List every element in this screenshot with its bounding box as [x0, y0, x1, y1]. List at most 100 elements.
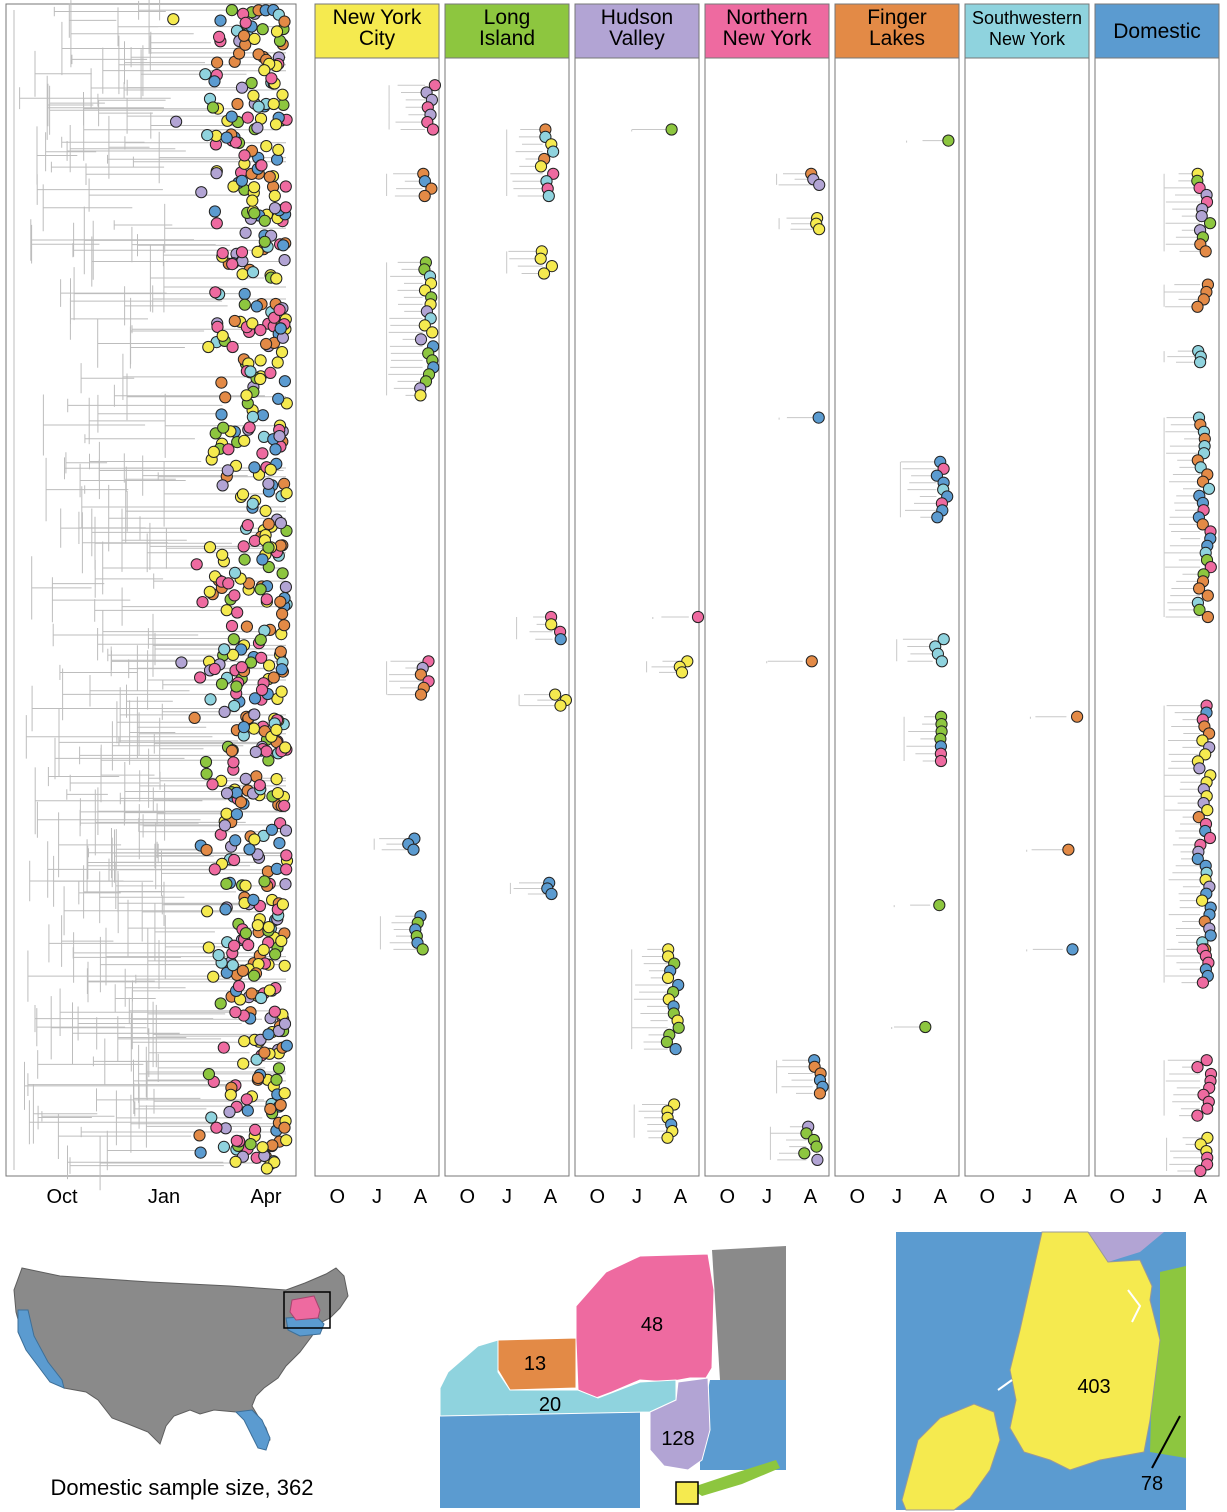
- tree-tip: [238, 298, 251, 311]
- tree-tip: [240, 620, 253, 633]
- x-tick-label: O: [720, 1186, 736, 1208]
- tree-tip: [238, 553, 251, 566]
- tree-tip: [276, 607, 289, 621]
- cluster-branches: [386, 261, 423, 396]
- tree-tip: [263, 170, 276, 183]
- cluster-branches: [1163, 173, 1201, 252]
- nyc-focus-box: [675, 1481, 699, 1505]
- cluster-branches: [509, 882, 547, 895]
- region-panel-body: [314, 57, 440, 1177]
- cluster-branches: [1163, 948, 1201, 984]
- region-panel-header: [1094, 3, 1220, 59]
- region-tip: [542, 189, 555, 203]
- cluster-branches: [893, 904, 931, 908]
- region-tip: [426, 326, 439, 339]
- cluster-branches: [1163, 1059, 1201, 1117]
- tree-tip: [237, 29, 251, 42]
- region-tip: [1204, 217, 1217, 230]
- tree-tip: [218, 705, 231, 719]
- cluster-branches: [906, 140, 943, 143]
- region-tip: [934, 754, 948, 768]
- tree-tip: [280, 863, 293, 876]
- cluster-branches: [652, 616, 689, 619]
- x-tick-label: O: [980, 1186, 996, 1208]
- tree-tip: [216, 247, 229, 260]
- tree-tip: [206, 778, 219, 791]
- tree-tip: [170, 115, 183, 128]
- region-tip: [1204, 561, 1217, 574]
- tree-tip: [234, 796, 248, 809]
- region-tip: [1199, 748, 1212, 761]
- tree-tip: [238, 434, 251, 447]
- x-tick-label: O: [1110, 1186, 1126, 1208]
- main-tree-branches: [13, 0, 286, 1191]
- tree-tip: [235, 246, 249, 259]
- region-tip: [1071, 710, 1084, 723]
- region-panel-title: New York: [723, 27, 812, 50]
- x-tick-label: O: [850, 1186, 866, 1208]
- cluster-branches: [1163, 350, 1201, 363]
- region-tip: [1191, 1109, 1204, 1122]
- tree-tip: [228, 566, 242, 580]
- tree-tip: [238, 149, 251, 162]
- tree-tip: [268, 202, 282, 215]
- tree-tip: [167, 13, 180, 26]
- region-panel-header: [704, 3, 830, 59]
- region-tip: [1196, 518, 1209, 531]
- tree-tip: [256, 447, 269, 460]
- tree-tip: [241, 111, 254, 124]
- tree-tip: [213, 30, 226, 44]
- tree-tip: [260, 593, 273, 606]
- region-panel-title: New York: [989, 29, 1066, 49]
- tree-tip: [230, 808, 243, 821]
- tree-tip: [220, 787, 234, 800]
- x-tick-label: A: [414, 1186, 428, 1208]
- tree-tip: [190, 558, 203, 571]
- region-panel-title: Southwestern: [972, 8, 1082, 28]
- tree-tip: [278, 619, 291, 632]
- region-tip: [1194, 356, 1207, 369]
- tree-tip: [228, 853, 241, 867]
- tree-tip: [274, 595, 287, 608]
- tree-tip: [206, 101, 220, 114]
- cluster-branches: [388, 84, 426, 130]
- region-panel-header: [964, 3, 1090, 59]
- x-tick-label: J: [892, 1186, 902, 1208]
- tree-tip: [237, 1057, 250, 1070]
- tree-tip: [225, 4, 238, 17]
- tree-tip: [175, 656, 188, 669]
- region-tip: [1193, 582, 1206, 595]
- staten-island-region: [901, 1403, 1001, 1511]
- tree-tip: [215, 677, 229, 691]
- tree-tip: [248, 181, 261, 194]
- tree-tip: [228, 699, 241, 713]
- tree-tip: [217, 1140, 230, 1154]
- tree-tip: [255, 159, 268, 172]
- tree-tip: [253, 779, 266, 792]
- tree-tip: [225, 619, 239, 633]
- region-tip: [554, 633, 567, 646]
- tree-tip: [202, 340, 215, 354]
- tree-tip: [251, 121, 264, 134]
- tree-tip: [246, 194, 259, 207]
- tree-tip: [222, 443, 235, 456]
- hudson-valley-region: [649, 1377, 711, 1471]
- tree-tip: [215, 408, 228, 421]
- tree-tip: [218, 643, 231, 656]
- region-tip: [418, 189, 431, 203]
- long-island-region: [690, 1460, 780, 1496]
- region-tip: [661, 1131, 674, 1144]
- region-tip: [1202, 482, 1216, 495]
- tree-tip: [226, 959, 239, 972]
- x-tick-label: J: [372, 1186, 382, 1208]
- domestic-region-south: [440, 1412, 640, 1508]
- tree-tip: [220, 604, 233, 617]
- cluster-branches: [896, 638, 933, 662]
- tree-tip: [280, 487, 293, 500]
- long-island-edge: [1150, 1266, 1186, 1458]
- x-tick-label: J: [1152, 1186, 1162, 1208]
- tree-tip: [280, 1134, 293, 1147]
- region-panel-header: [444, 3, 570, 59]
